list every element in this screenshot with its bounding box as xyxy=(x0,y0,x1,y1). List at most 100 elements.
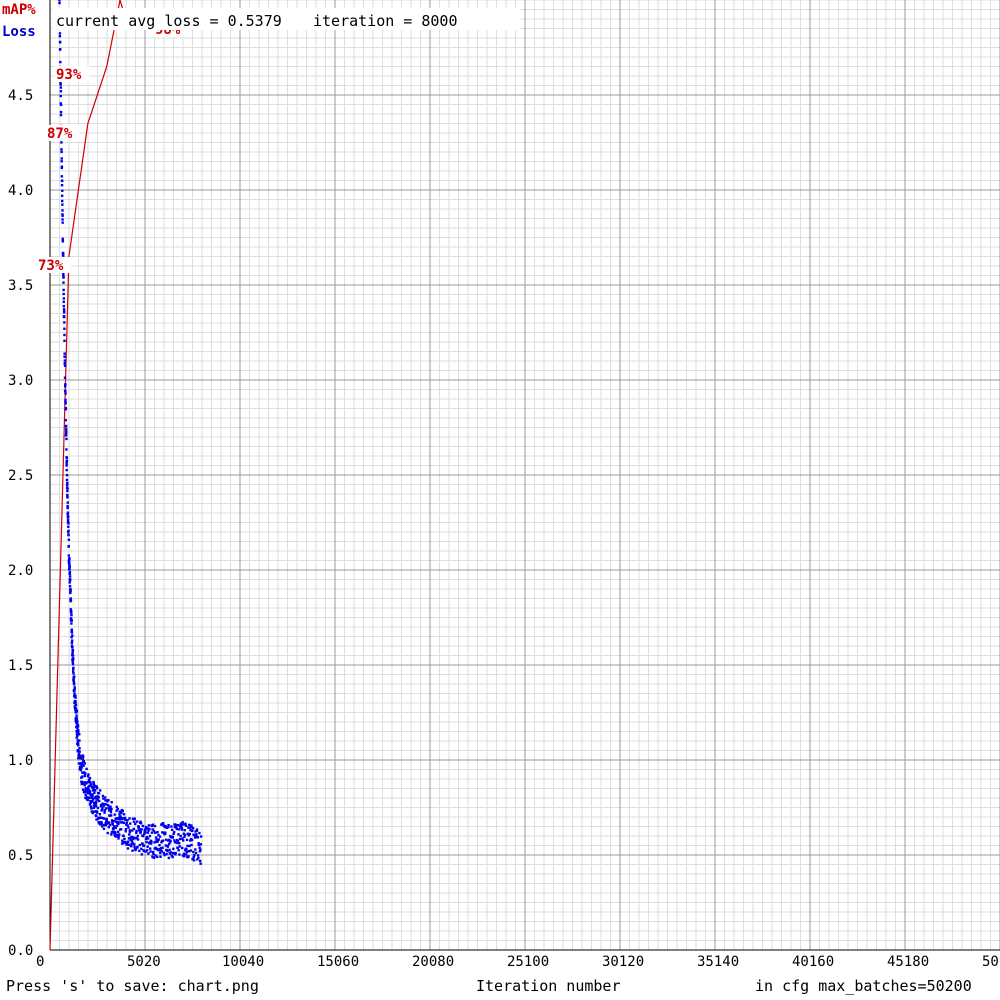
loss-point xyxy=(148,827,151,831)
loss-point xyxy=(69,617,73,620)
loss-point xyxy=(115,835,118,838)
loss-point xyxy=(71,670,75,673)
loss-point xyxy=(188,823,191,827)
loss-point xyxy=(112,827,116,830)
loss-point xyxy=(88,803,92,806)
loss-point xyxy=(138,843,142,847)
loss-point xyxy=(60,160,63,163)
loss-point xyxy=(146,845,149,848)
loss-point xyxy=(110,801,113,804)
loss-point xyxy=(181,821,184,824)
loss-point xyxy=(189,849,192,852)
loss-point xyxy=(179,822,183,825)
loss-point xyxy=(163,853,166,857)
loss-point xyxy=(101,794,105,798)
loss-point xyxy=(157,833,160,837)
loss-point xyxy=(62,281,65,284)
loss-point xyxy=(106,831,109,835)
loss-point xyxy=(96,811,99,814)
loss-point xyxy=(145,840,148,844)
loss-point xyxy=(178,853,181,856)
loss-point xyxy=(100,820,103,824)
loss-point xyxy=(136,845,139,849)
loss-point xyxy=(73,689,76,692)
loss-point xyxy=(93,784,96,787)
loss-point xyxy=(120,818,123,821)
loss-point xyxy=(97,792,101,795)
major-grid xyxy=(49,0,1000,951)
loss-point xyxy=(68,572,72,576)
loss-point xyxy=(82,759,86,763)
loss-point xyxy=(66,511,70,514)
loss-point xyxy=(87,788,91,792)
loss-point xyxy=(158,835,162,838)
loss-point xyxy=(119,810,122,813)
loss-point xyxy=(189,839,192,842)
y-tick-label: 0.0 xyxy=(8,943,33,959)
loss-point xyxy=(79,757,83,760)
loss-point xyxy=(81,788,85,791)
loss-point xyxy=(91,794,94,798)
loss-point xyxy=(61,251,65,255)
loss-point xyxy=(67,522,70,525)
loss-point xyxy=(62,292,65,296)
loss-point xyxy=(87,787,90,790)
loss-point xyxy=(81,771,84,774)
loss-point xyxy=(82,764,85,767)
loss-point xyxy=(143,832,146,836)
loss-point xyxy=(165,826,169,830)
loss-point xyxy=(99,805,103,808)
loss-point xyxy=(147,829,150,832)
x-tick-label: 25100 xyxy=(507,954,549,970)
loss-point xyxy=(190,824,193,827)
loss-point xyxy=(107,825,111,829)
loss-point xyxy=(158,843,161,847)
loss-point xyxy=(63,315,66,319)
loss-point xyxy=(123,837,126,841)
loss-point xyxy=(112,819,116,823)
loss-point xyxy=(130,835,133,839)
loss-point xyxy=(179,834,182,838)
loss-point xyxy=(59,86,63,89)
loss-point xyxy=(174,853,177,856)
loss-point xyxy=(157,838,160,841)
iteration-text: iteration = 8000 xyxy=(313,12,458,30)
y-tick-label: 2.0 xyxy=(8,563,33,579)
loss-point xyxy=(177,828,181,831)
x-tick-label: 10040 xyxy=(222,954,264,970)
loss-point xyxy=(64,407,68,411)
loss-point xyxy=(104,807,108,810)
y-tick-label: 2.5 xyxy=(8,468,33,484)
loss-point xyxy=(89,805,93,808)
loss-point xyxy=(71,661,75,664)
loss-point xyxy=(170,854,173,857)
x-tick-label: 15060 xyxy=(317,954,359,970)
loss-point xyxy=(180,828,184,831)
loss-point xyxy=(66,506,69,510)
loss-point xyxy=(127,843,130,847)
x-tick-label: 0 xyxy=(36,954,44,970)
loss-point xyxy=(118,813,121,816)
loss-point xyxy=(199,835,203,838)
loss-point xyxy=(93,785,96,789)
loss-point xyxy=(63,361,67,365)
loss-point xyxy=(196,836,200,839)
loss-point xyxy=(62,309,66,313)
loss-point xyxy=(195,828,199,831)
loss-point xyxy=(62,272,65,275)
x-tick-label: 40160 xyxy=(792,954,834,970)
loss-point xyxy=(107,821,111,824)
loss-point xyxy=(108,814,112,817)
loss-point xyxy=(166,845,170,848)
loss-point xyxy=(189,828,192,832)
loss-point xyxy=(184,849,187,852)
loss-point xyxy=(58,1,61,5)
loss-point xyxy=(164,838,168,841)
loss-point xyxy=(61,213,64,216)
loss-point xyxy=(65,428,68,431)
loss-point xyxy=(150,831,154,834)
loss-point xyxy=(69,587,72,591)
loss-point xyxy=(92,806,96,810)
loss-point xyxy=(159,851,162,855)
y-tick-label: 4.0 xyxy=(8,183,33,199)
